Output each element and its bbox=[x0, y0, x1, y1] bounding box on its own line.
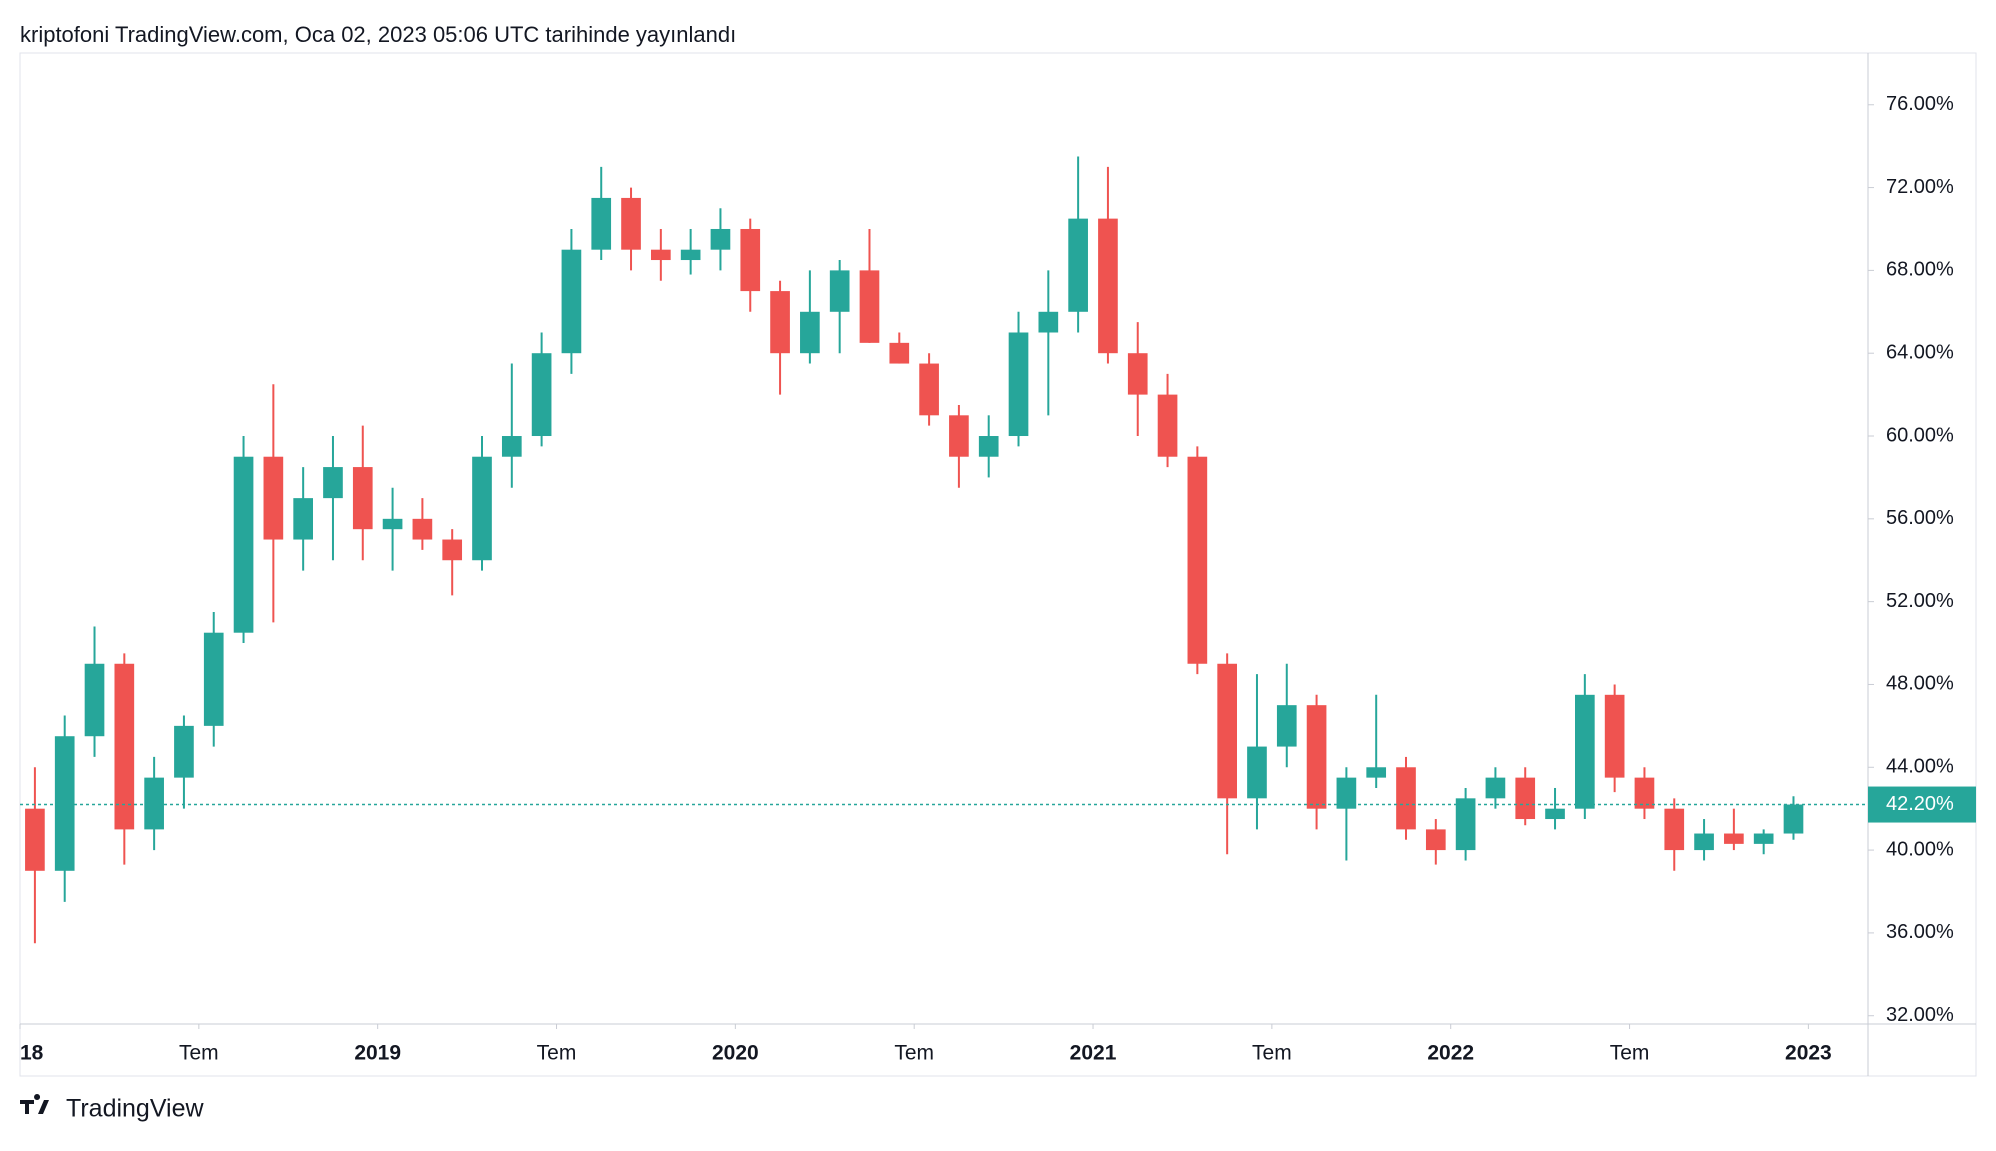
candle-body bbox=[293, 498, 313, 540]
candle-body bbox=[1038, 311, 1059, 333]
candle-body bbox=[1008, 332, 1029, 437]
candle-body bbox=[1425, 829, 1446, 851]
y-tick-label: 56.00% bbox=[1886, 507, 1954, 529]
candle-body bbox=[54, 736, 75, 871]
x-tick-label: 2020 bbox=[712, 1042, 759, 1065]
y-tick-label: 76.00% bbox=[1886, 93, 1954, 115]
x-tick-label: 2019 bbox=[354, 1042, 401, 1065]
candle-body bbox=[114, 663, 135, 830]
candle-body bbox=[1664, 808, 1685, 851]
candle-body bbox=[859, 270, 880, 343]
last-price-label: 42.20% bbox=[1886, 793, 1954, 815]
candle-body bbox=[889, 342, 910, 364]
candle-body bbox=[412, 518, 433, 540]
candle-body bbox=[1485, 777, 1506, 799]
candle-body bbox=[382, 518, 403, 530]
candle-body bbox=[978, 436, 999, 457]
y-tick-label: 36.00% bbox=[1886, 921, 1954, 943]
candle-body bbox=[1247, 746, 1267, 799]
x-tick-label: 2023 bbox=[1785, 1042, 1832, 1065]
candle-body bbox=[740, 228, 761, 292]
logo bbox=[20, 1094, 49, 1114]
y-tick-label: 44.00% bbox=[1886, 756, 1954, 778]
candle-body bbox=[1515, 777, 1536, 820]
frame bbox=[19, 52, 1977, 1077]
candle-body bbox=[442, 539, 463, 561]
candle-body bbox=[621, 197, 641, 250]
candle-body bbox=[1336, 777, 1357, 809]
candle-body bbox=[531, 353, 552, 437]
candle-body bbox=[1396, 767, 1416, 830]
candle-body bbox=[1306, 705, 1327, 809]
candle-body bbox=[919, 363, 939, 416]
header-title: kriptofoni TradingView.com, Oca 02, 2023… bbox=[20, 22, 736, 47]
candle-body bbox=[174, 725, 194, 778]
x-tick-label: 2022 bbox=[1427, 1042, 1474, 1065]
candle-body bbox=[144, 777, 164, 830]
x-tick-label: Tem bbox=[894, 1042, 934, 1065]
candle-body bbox=[1545, 808, 1565, 820]
y-tick-label: 72.00% bbox=[1886, 176, 1954, 198]
y-tick-label: 64.00% bbox=[1886, 341, 1954, 363]
candle-body bbox=[770, 291, 790, 354]
x-tick-label: 18 bbox=[20, 1042, 44, 1065]
candle-body bbox=[323, 467, 343, 499]
candle-body bbox=[203, 632, 224, 726]
candle-body bbox=[1187, 456, 1208, 664]
x-tick-label: 2021 bbox=[1070, 1042, 1117, 1065]
candle-body bbox=[561, 249, 582, 354]
candle-body bbox=[84, 663, 105, 737]
candle-body bbox=[1604, 694, 1625, 778]
candle-body bbox=[1217, 663, 1237, 799]
candle-body bbox=[1724, 833, 1744, 844]
candle-body bbox=[1694, 833, 1714, 851]
candle-body bbox=[1575, 694, 1595, 809]
candle-body bbox=[800, 311, 820, 354]
candle-body bbox=[25, 808, 45, 871]
y-tick-label: 32.00% bbox=[1886, 1004, 1954, 1026]
candle-body bbox=[1068, 218, 1088, 312]
candle-body bbox=[1157, 394, 1178, 457]
candle-body bbox=[949, 415, 969, 457]
x-tick-label: Tem bbox=[1252, 1042, 1292, 1065]
candle-body bbox=[472, 456, 492, 561]
y-tick-label: 60.00% bbox=[1886, 424, 1954, 446]
last-price-box bbox=[1868, 786, 1976, 823]
y-tick-label: 68.00% bbox=[1886, 259, 1954, 281]
x-tick-label: Tem bbox=[537, 1042, 577, 1065]
candle-body bbox=[829, 270, 850, 312]
candle-body bbox=[1127, 353, 1148, 395]
candle-body bbox=[1098, 218, 1118, 354]
candle-body bbox=[1276, 705, 1297, 747]
candle-body bbox=[1753, 833, 1774, 844]
candle-body bbox=[1455, 798, 1476, 851]
candle-body bbox=[591, 197, 612, 250]
candle-body bbox=[233, 456, 254, 633]
candle-body bbox=[710, 228, 731, 250]
x-tick-label: Tem bbox=[1610, 1042, 1650, 1065]
y-tick-label: 48.00% bbox=[1886, 673, 1954, 695]
candle-body bbox=[1366, 767, 1387, 778]
candle-body bbox=[263, 456, 284, 540]
footer-brand: TradingView bbox=[66, 1095, 205, 1123]
candle-body bbox=[680, 249, 701, 261]
candle-body bbox=[501, 436, 522, 457]
candle-body bbox=[1634, 777, 1655, 809]
x-tick-label: Tem bbox=[179, 1042, 219, 1065]
y-tick-label: 40.00% bbox=[1886, 838, 1954, 860]
candle-body bbox=[352, 467, 373, 530]
candle-body bbox=[1783, 804, 1804, 834]
y-tick-label: 52.00% bbox=[1886, 590, 1954, 612]
candle-body bbox=[651, 249, 671, 261]
